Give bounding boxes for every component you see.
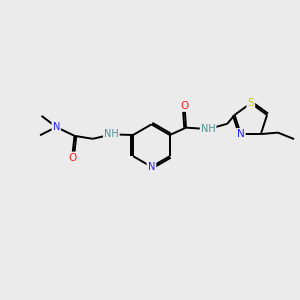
Text: NH: NH [201, 124, 215, 134]
Text: N: N [52, 122, 60, 132]
Text: N: N [148, 162, 155, 172]
Text: NH: NH [104, 129, 119, 140]
Text: N: N [237, 129, 244, 139]
Text: S: S [248, 98, 254, 108]
Text: O: O [68, 153, 76, 163]
Text: O: O [180, 101, 189, 111]
